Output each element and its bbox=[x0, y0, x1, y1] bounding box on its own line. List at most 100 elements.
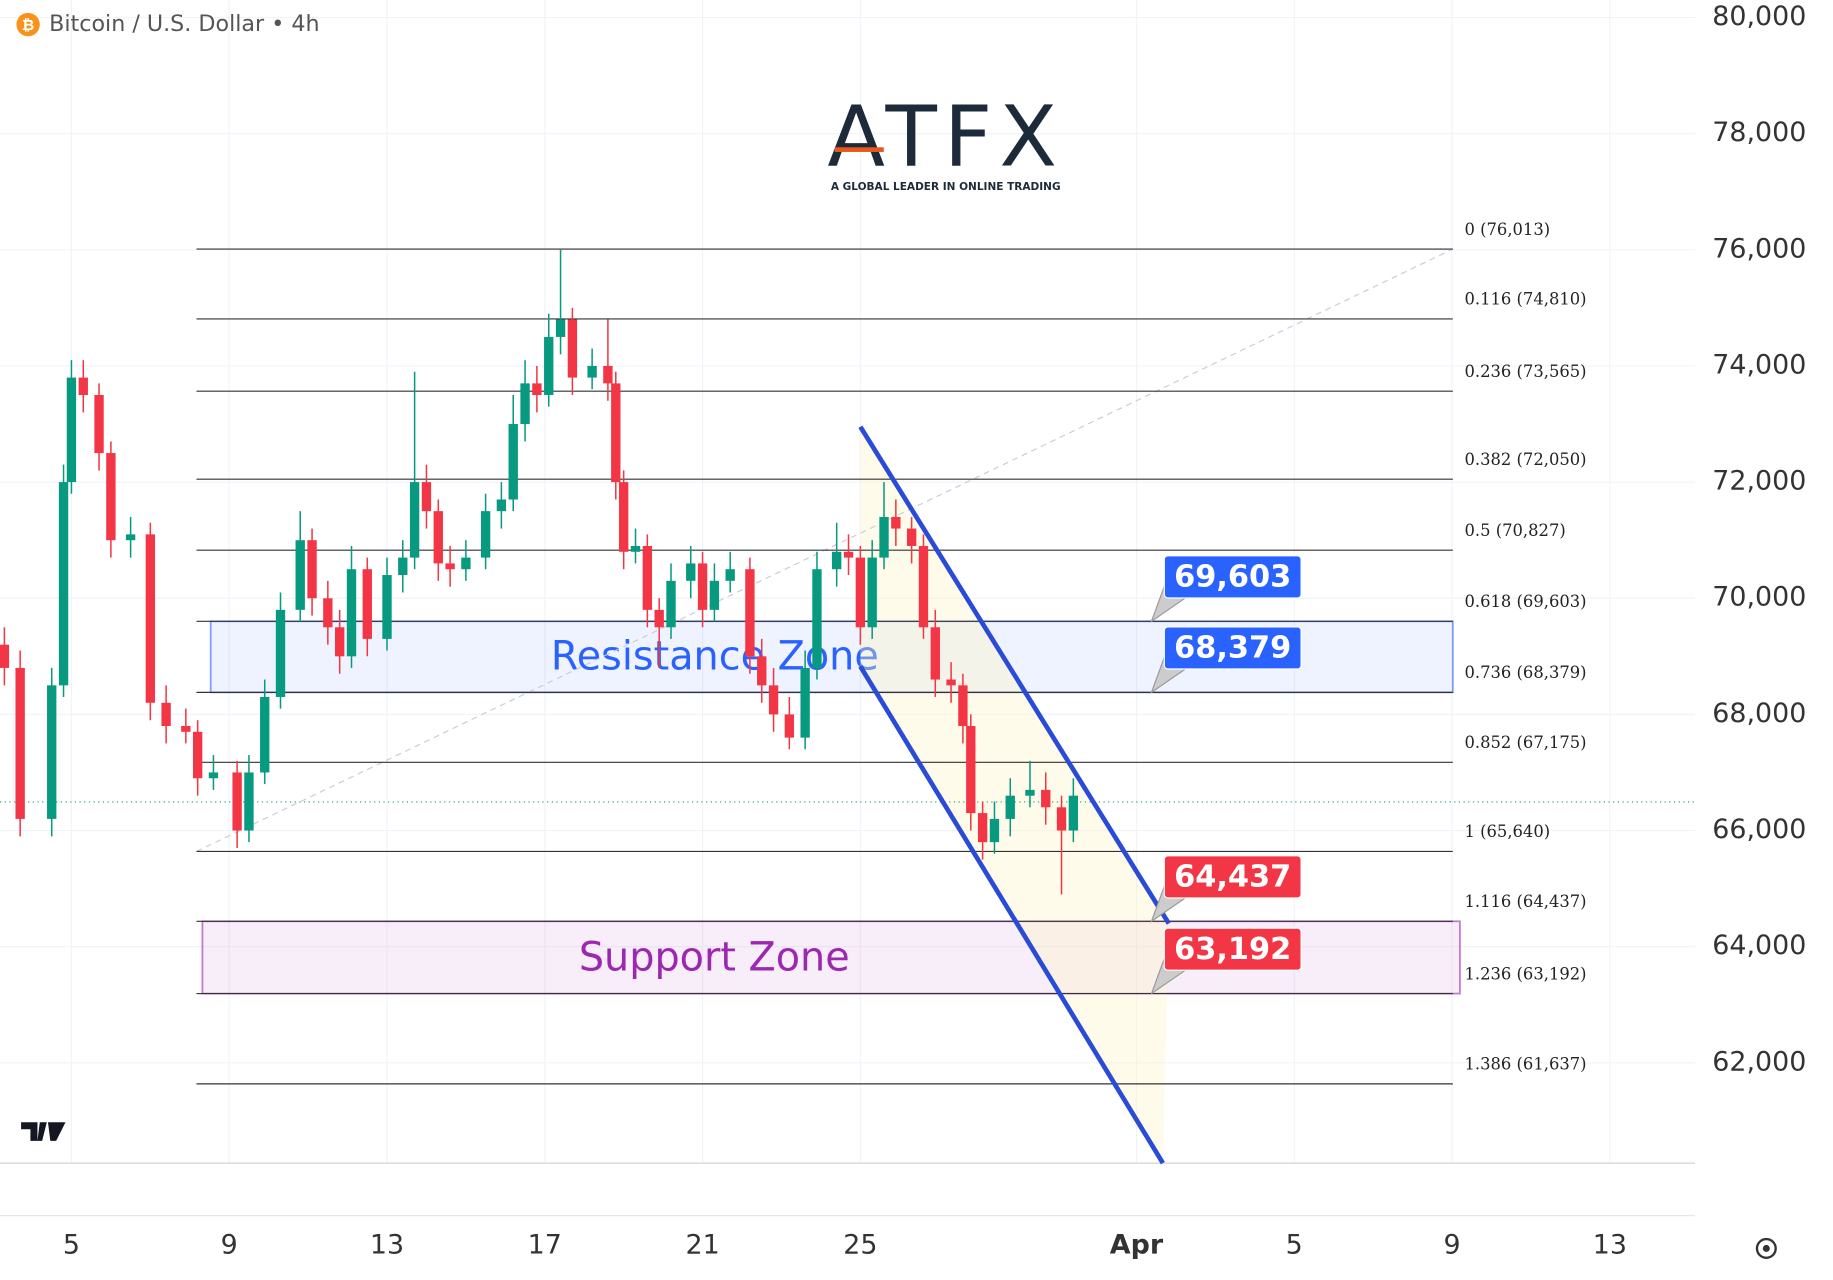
candle-body bbox=[686, 563, 696, 581]
fib-label: 0.618 (69,603) bbox=[1465, 592, 1587, 611]
price-tag bbox=[1163, 855, 1302, 899]
price-tag bbox=[1163, 555, 1302, 599]
candle-body bbox=[208, 772, 219, 779]
candle-body bbox=[461, 557, 471, 570]
candle-body bbox=[567, 319, 578, 378]
price-tag bbox=[1163, 927, 1302, 971]
fib-label: 1.386 (61,637) bbox=[1465, 1055, 1587, 1074]
candle-body bbox=[346, 569, 357, 657]
price-tag-label: 63,192 bbox=[1174, 932, 1291, 967]
candle-body bbox=[445, 563, 455, 570]
candle-body bbox=[906, 528, 917, 546]
candle-body bbox=[520, 383, 530, 425]
candle-body bbox=[946, 679, 956, 686]
channel-line bbox=[858, 665, 1165, 1165]
price-tag-label: 68,379 bbox=[1174, 631, 1291, 666]
y-tick-label: 76,000 bbox=[1712, 233, 1806, 264]
x-tick-label: 13 bbox=[370, 1230, 404, 1261]
candle-body bbox=[630, 545, 641, 552]
candle-body bbox=[867, 557, 877, 628]
candle-body bbox=[1005, 795, 1015, 819]
candle-body bbox=[812, 569, 822, 668]
candle-body bbox=[480, 511, 491, 558]
y-tick-label: 74,000 bbox=[1712, 349, 1806, 380]
x-tick-label: 13 bbox=[1593, 1230, 1627, 1261]
chart-title: Bitcoin / U.S. Dollar • 4h bbox=[49, 11, 319, 37]
candle-body bbox=[891, 516, 901, 529]
price-tag-label: 64,437 bbox=[1174, 860, 1291, 895]
candle-body bbox=[232, 772, 242, 831]
candle-body bbox=[78, 377, 88, 395]
fib-label: 0.382 (72,050) bbox=[1465, 450, 1587, 469]
candle-body bbox=[244, 772, 254, 831]
x-tick-label: 5 bbox=[1286, 1230, 1303, 1261]
zone-label: Support Zone bbox=[579, 934, 850, 980]
candle-body bbox=[382, 575, 392, 639]
candle-body bbox=[757, 656, 767, 686]
candle-body bbox=[508, 424, 518, 500]
y-tick-label: 68,000 bbox=[1712, 698, 1806, 729]
y-tick-label: 64,000 bbox=[1712, 930, 1806, 961]
candle-body bbox=[768, 685, 779, 715]
candle-body bbox=[1056, 807, 1067, 831]
candle-body bbox=[409, 482, 420, 558]
candle-body bbox=[275, 609, 286, 697]
candle-body bbox=[1025, 789, 1035, 796]
fib-label: 1 (65,640) bbox=[1465, 822, 1551, 841]
fib-label: 1.116 (64,437) bbox=[1465, 892, 1587, 911]
y-tick-label: 78,000 bbox=[1712, 117, 1806, 148]
candle-body bbox=[966, 726, 976, 814]
fib-label: 0.852 (67,175) bbox=[1465, 733, 1587, 752]
y-tick-label: 72,000 bbox=[1712, 466, 1806, 497]
fib-label: 0 (76,013) bbox=[1465, 220, 1551, 239]
candle-body bbox=[619, 482, 629, 552]
x-tick-label: 21 bbox=[685, 1230, 719, 1261]
candle-body bbox=[544, 336, 554, 395]
logo-accent bbox=[834, 147, 884, 152]
candle-body bbox=[433, 511, 443, 564]
candle-body bbox=[125, 534, 136, 541]
fib-label: 0.236 (73,565) bbox=[1465, 362, 1587, 381]
candle-body bbox=[58, 482, 69, 686]
x-tick-label: 17 bbox=[528, 1230, 562, 1261]
candle-body bbox=[587, 365, 597, 378]
candle-body bbox=[496, 499, 507, 512]
candle-body bbox=[66, 377, 77, 483]
candle-body bbox=[697, 563, 708, 610]
candle-body bbox=[843, 551, 854, 558]
candle-body bbox=[709, 580, 720, 610]
channel-line bbox=[858, 425, 1171, 925]
candle-body bbox=[295, 540, 305, 610]
candle-body bbox=[989, 818, 1000, 843]
x-tick-label: 25 bbox=[843, 1230, 877, 1261]
candle-body bbox=[398, 557, 408, 576]
candle-body bbox=[181, 726, 191, 732]
candle-body bbox=[307, 540, 317, 599]
logo-tagline: A GLOBAL LEADER IN ONLINE TRADING bbox=[831, 181, 1061, 193]
settings-icon[interactable] bbox=[1755, 1237, 1777, 1259]
x-tick-label: 9 bbox=[221, 1230, 238, 1261]
fib-label: 0.5 (70,827) bbox=[1465, 521, 1566, 540]
candle-body bbox=[192, 731, 203, 779]
candle-body bbox=[855, 557, 866, 628]
candle-body bbox=[15, 667, 25, 819]
x-tick-label: 9 bbox=[1443, 1230, 1460, 1261]
candle-body bbox=[879, 516, 889, 558]
candle-body bbox=[930, 627, 940, 680]
candle-body bbox=[666, 580, 676, 628]
y-tick-label: 80,000 bbox=[1712, 1, 1806, 32]
candle-body bbox=[421, 482, 432, 512]
candle-body bbox=[800, 667, 810, 738]
candle-body bbox=[918, 545, 929, 628]
candle-body bbox=[654, 609, 664, 628]
zone-label: Resistance Zone bbox=[551, 634, 879, 680]
candle-body bbox=[161, 702, 171, 727]
candle-body bbox=[1068, 795, 1079, 831]
fib-label: 0.736 (68,379) bbox=[1465, 663, 1587, 682]
candle-body bbox=[106, 453, 116, 541]
candle-body bbox=[532, 383, 542, 395]
candle-body bbox=[260, 696, 270, 773]
